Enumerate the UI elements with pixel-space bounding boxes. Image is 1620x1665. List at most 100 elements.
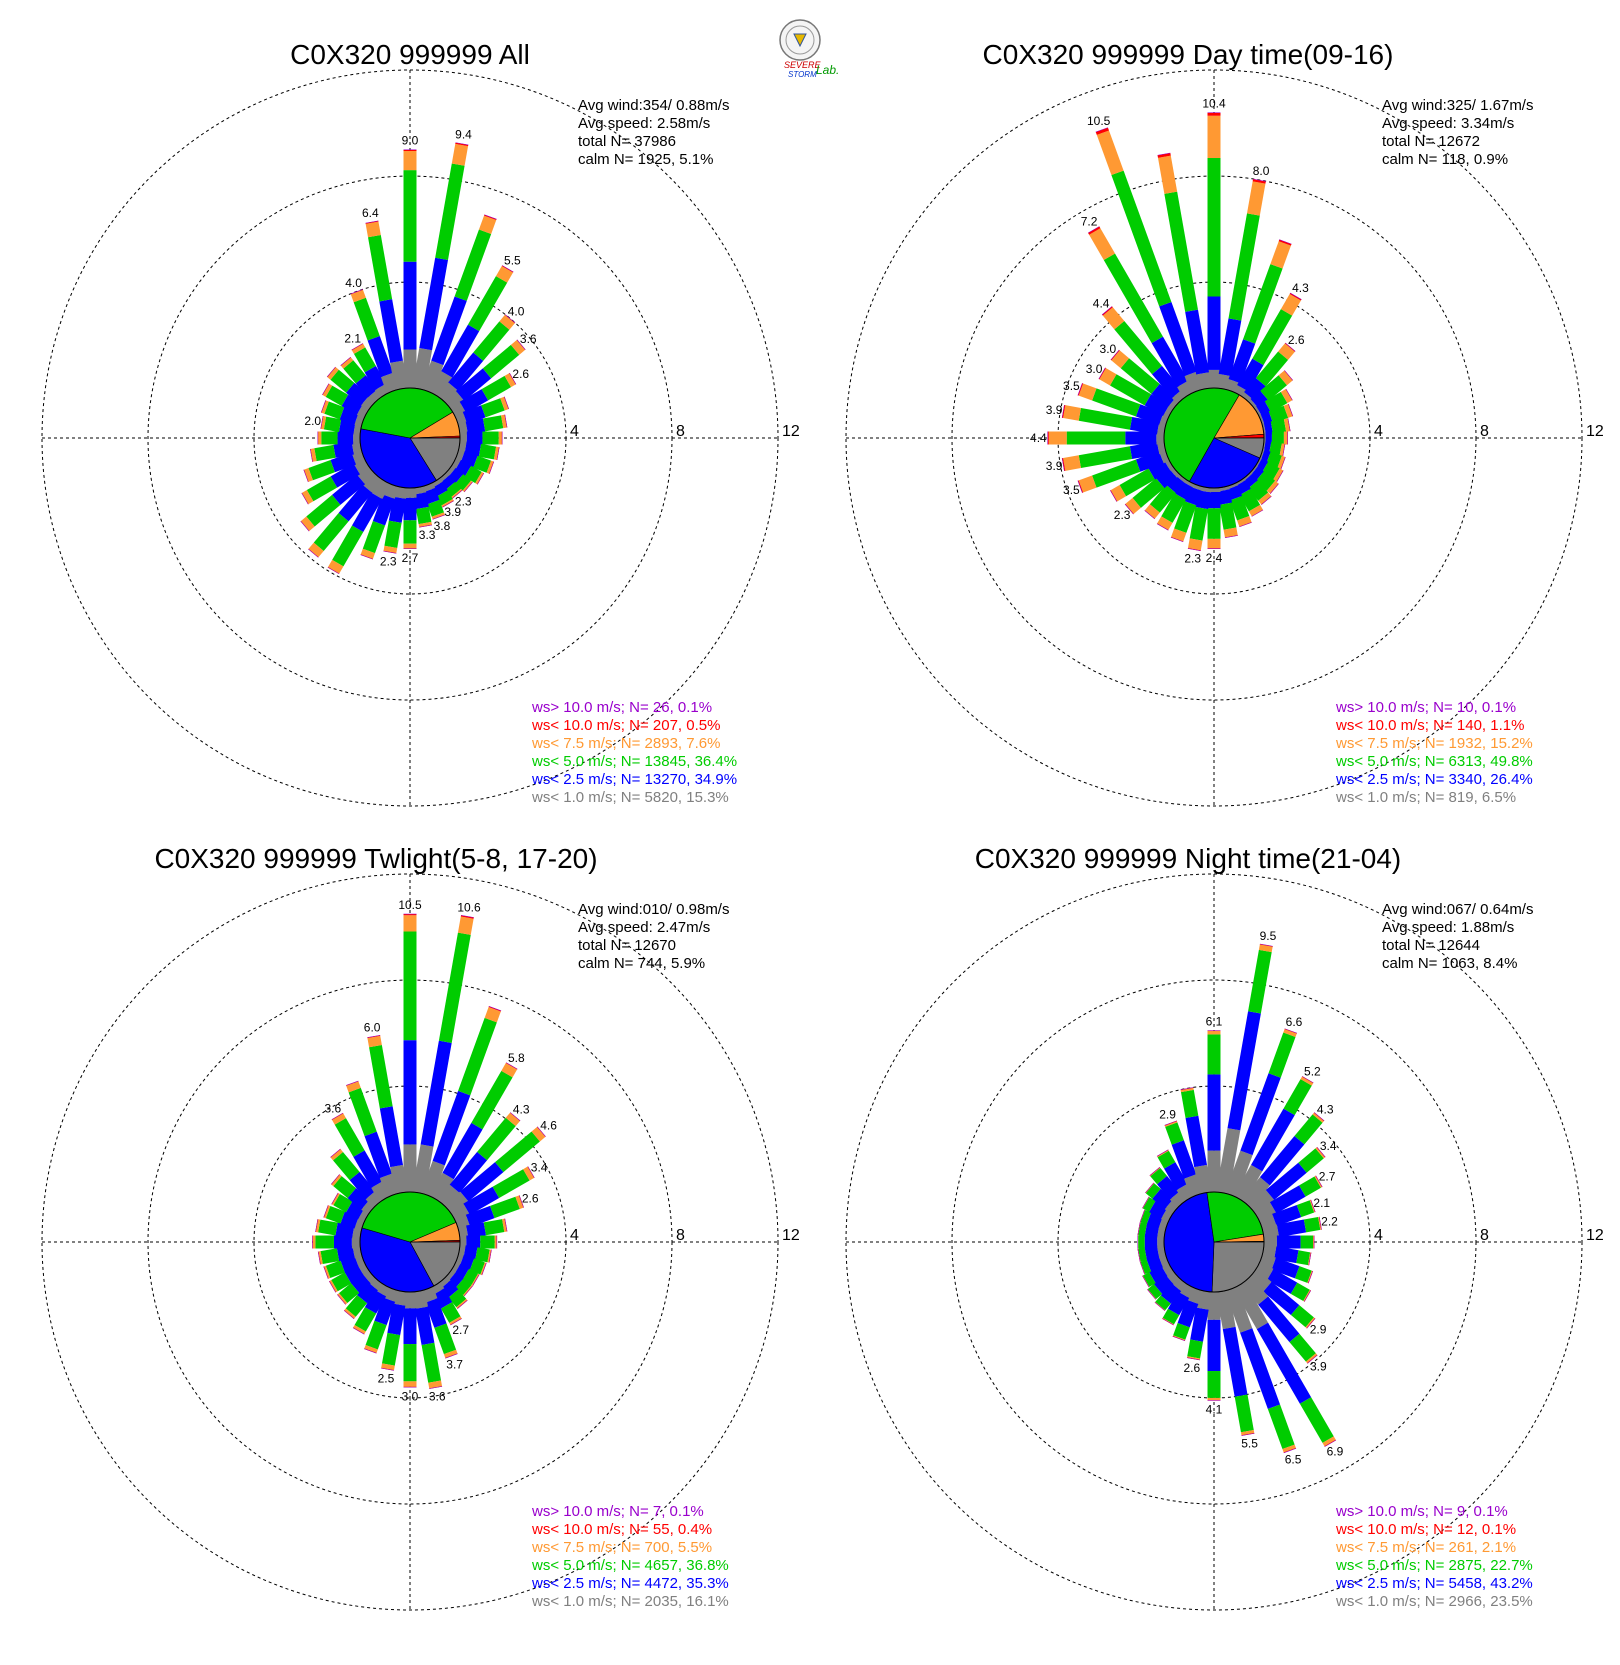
bar-segment [1208,548,1221,549]
legend-entry: ws< 5.0 m/s; N= 2875, 22.7% [1335,1557,1533,1574]
ring-label: 12 [1586,1227,1604,1244]
bar-value-label: 4.0 [508,305,525,319]
bar-segment [1097,130,1124,175]
bar-value-label: 2.2 [1321,1215,1338,1229]
bar-value-label: 4.3 [1317,1103,1334,1117]
bar-value-label: 3.5 [1063,483,1080,497]
bar-segment [313,1236,316,1249]
bar-value-label: 2.3 [1184,552,1201,566]
legend-entry: ws> 10.0 m/s; N= 7, 0.1% [531,1503,704,1520]
bar-segment [312,1236,313,1249]
bar-segment [1300,1397,1334,1443]
bar-value-label: 4.1 [1206,1403,1223,1417]
bar-segment [314,445,335,461]
bar-value-label: 2.1 [344,332,361,346]
direction-bar [404,914,417,1192]
bar-segment [404,151,417,170]
bar-segment [1277,1236,1301,1249]
legend-entry: ws< 10.0 m/s; N= 55, 0.4% [531,1521,712,1538]
bar-segment [1287,432,1288,445]
bar-segment [404,915,417,931]
bar-segment [1235,1395,1254,1433]
legend-entry: ws< 2.5 m/s; N= 3340, 26.4% [1335,771,1533,788]
panel-title: C0X320 999999 Day time(09-16) [983,39,1394,70]
direction-bar [404,150,417,389]
bar-value-label: 6.1 [1206,1014,1223,1028]
legend-entry: ws< 1.0 m/s; N= 5820, 15.3% [531,789,729,806]
direction-bar [1208,1292,1221,1401]
bar-segment [1047,432,1048,445]
stat-line: calm N= 1925, 5.1% [578,151,714,168]
bar-value-label: 3.9 [1310,1359,1327,1373]
legend-entry: ws> 10.0 m/s; N= 10, 0.1% [1335,699,1516,716]
direction-bar [1208,1030,1221,1192]
bar-value-label: 10.4 [1202,96,1226,110]
bar-segment [1208,1034,1221,1074]
ring-label: 8 [1480,423,1489,440]
bar-segment [1208,112,1221,113]
bar-value-label: 2.9 [1159,1107,1176,1121]
bar-value-label: 3.6 [324,1101,341,1115]
legend-entry: ws< 5.0 m/s; N= 13845, 36.4% [531,753,737,770]
bar-segment [1284,432,1288,445]
bar-value-label: 3.7 [446,1358,463,1372]
bar-value-label: 4.3 [1292,281,1309,295]
legend-entry: ws< 7.5 m/s; N= 2893, 7.6% [531,735,720,752]
bar-value-label: 8.0 [1253,164,1270,178]
bar-value-label: 6.4 [362,206,379,220]
bar-segment [368,235,392,301]
bar-value-label: 2.7 [452,1323,469,1337]
bar-segment [315,1236,334,1249]
bar-segment [502,432,503,445]
direction-bar [404,1292,417,1387]
bar-value-label: 10.6 [457,900,481,914]
legend-entry: ws> 10.0 m/s; N= 9, 0.1% [1335,1503,1508,1520]
bar-value-label: 7.2 [1081,215,1098,229]
bar-segment [404,520,417,543]
ring-label: 12 [782,423,800,440]
bar-segment [404,1040,417,1144]
legend-entry: ws< 10.0 m/s; N= 140, 1.1% [1335,717,1524,734]
bar-value-label: 2.1 [1313,1196,1330,1210]
bar-value-label: 6.0 [364,1020,381,1034]
bar-value-label: 3.9 [444,505,461,519]
legend-entry: ws< 10.0 m/s; N= 207, 0.5% [531,717,720,734]
stat-line: calm N= 1063, 8.4% [1382,955,1518,972]
stat-line: total N= 12644 [1382,937,1480,954]
bar-value-label: 2.7 [402,551,419,565]
bar-value-label: 3.0 [1100,342,1117,356]
bar-segment [1248,950,1272,1014]
bar-value-label: 9.5 [1260,929,1277,943]
ring-label: 4 [570,423,579,440]
stat-line: Avg speed: 2.58m/s [578,115,710,132]
stat-line: Avg wind:325/ 1.67m/s [1382,97,1533,114]
bar-value-label: 4.4 [1093,296,1110,310]
bar-segment [1269,1033,1296,1078]
bar-segment [1089,228,1115,260]
legend-entry: ws< 1.0 m/s; N= 2035, 16.1% [531,1593,729,1610]
bar-value-label: 9.0 [402,134,419,148]
bar-value-label: 2.3 [1114,508,1131,522]
ring-label: 12 [782,1227,800,1244]
bar-segment [318,432,319,445]
bar-value-label: 3.4 [531,1160,548,1174]
bar-segment [1301,1236,1313,1249]
bar-segment [404,262,417,350]
bar-value-label: 3.9 [1046,403,1063,417]
bar-value-label: 4.6 [540,1119,557,1133]
bar-value-label: 3.0 [402,1389,419,1403]
bar-segment [321,1248,340,1264]
bar-segment [1270,241,1291,268]
ring-label: 4 [1374,423,1383,440]
bar-segment [404,170,417,262]
bar-segment [1158,156,1177,194]
bar-value-label: 5.8 [508,1051,525,1065]
bar-segment [369,1045,393,1108]
bar-segment [1268,1404,1295,1449]
stat-line: total N= 37986 [578,133,676,150]
bar-segment [1208,1320,1221,1371]
bar-value-label: 10.5 [398,898,422,912]
ring-label: 8 [676,1227,685,1244]
